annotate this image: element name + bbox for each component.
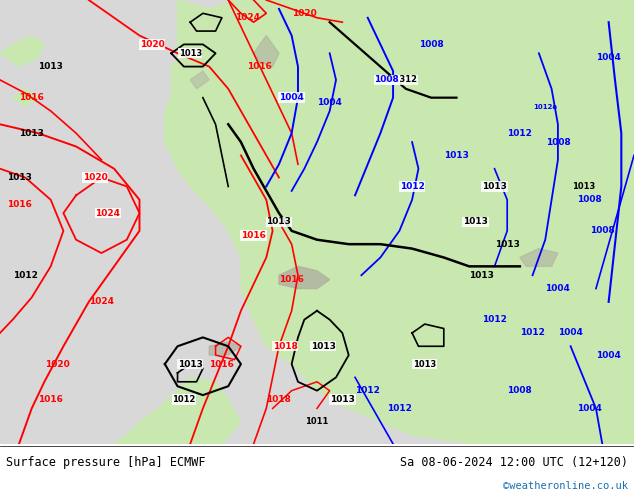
Text: 1008: 1008: [507, 386, 533, 395]
Text: Sa 08-06-2024 12:00 UTC (12+120): Sa 08-06-2024 12:00 UTC (12+120): [399, 456, 628, 469]
Text: 1004: 1004: [317, 98, 342, 107]
Text: 1012: 1012: [172, 395, 195, 404]
Text: 1016: 1016: [19, 93, 44, 102]
Text: 1020: 1020: [139, 40, 165, 49]
Text: 1020: 1020: [292, 9, 317, 18]
Polygon shape: [13, 89, 38, 106]
Text: 1013: 1013: [482, 182, 507, 191]
Text: 1012: 1012: [399, 182, 425, 191]
Text: 1013: 1013: [6, 173, 32, 182]
Text: 1004: 1004: [545, 284, 571, 293]
Polygon shape: [520, 248, 558, 267]
Text: 1004: 1004: [596, 53, 621, 62]
Text: 1012a: 1012a: [533, 103, 557, 110]
Text: 101312: 101312: [382, 75, 417, 84]
Text: 1004: 1004: [558, 328, 583, 338]
Polygon shape: [190, 71, 209, 89]
Text: 1008: 1008: [545, 138, 571, 147]
Polygon shape: [165, 0, 634, 444]
Text: 1024: 1024: [89, 297, 114, 306]
Text: ©weatheronline.co.uk: ©weatheronline.co.uk: [503, 481, 628, 490]
Polygon shape: [279, 267, 330, 289]
Text: 1004: 1004: [279, 93, 304, 102]
Text: 1012: 1012: [355, 386, 380, 395]
Text: 1013: 1013: [179, 49, 202, 58]
Text: 1008: 1008: [590, 226, 615, 235]
Text: Surface pressure [hPa] ECMWF: Surface pressure [hPa] ECMWF: [6, 456, 206, 469]
Text: 1013: 1013: [330, 395, 355, 404]
Text: 1018: 1018: [266, 395, 292, 404]
Text: 1016: 1016: [247, 62, 273, 71]
Polygon shape: [171, 53, 209, 124]
Polygon shape: [209, 342, 241, 355]
Text: 1008: 1008: [418, 40, 444, 49]
Text: 1024: 1024: [95, 209, 120, 218]
Text: 1013: 1013: [495, 240, 520, 248]
Text: 1016: 1016: [209, 360, 235, 368]
Text: 1013: 1013: [311, 342, 336, 351]
Text: 1018: 1018: [273, 342, 298, 351]
Text: 1013: 1013: [266, 218, 292, 226]
Text: 1004: 1004: [577, 404, 602, 413]
Text: 1020: 1020: [82, 173, 108, 182]
Text: 1008: 1008: [374, 75, 399, 84]
Text: 1016: 1016: [38, 395, 63, 404]
Polygon shape: [0, 35, 44, 67]
Text: 1016: 1016: [241, 231, 266, 240]
Text: 1012: 1012: [482, 315, 507, 324]
Text: 1013: 1013: [19, 129, 44, 138]
Text: 1011: 1011: [306, 417, 328, 426]
Polygon shape: [254, 35, 279, 67]
Text: 1013: 1013: [444, 151, 469, 160]
Text: 1012: 1012: [387, 404, 412, 413]
Text: 1013: 1013: [572, 182, 595, 191]
Text: 1008: 1008: [577, 196, 602, 204]
Text: 1013: 1013: [469, 271, 495, 280]
Text: 1024: 1024: [235, 13, 260, 22]
Text: 1013: 1013: [413, 360, 436, 368]
Polygon shape: [241, 0, 304, 53]
Text: 1004: 1004: [596, 351, 621, 360]
Polygon shape: [114, 377, 241, 444]
Text: 1013: 1013: [38, 62, 63, 71]
Text: 1013: 1013: [463, 218, 488, 226]
Text: 1016: 1016: [279, 275, 304, 284]
Text: 1016: 1016: [6, 200, 32, 209]
Text: 1012: 1012: [507, 129, 533, 138]
Text: 1012: 1012: [13, 271, 38, 280]
Text: 1012: 1012: [520, 328, 545, 338]
Text: 1020: 1020: [44, 360, 70, 368]
Text: 1013: 1013: [178, 360, 203, 368]
